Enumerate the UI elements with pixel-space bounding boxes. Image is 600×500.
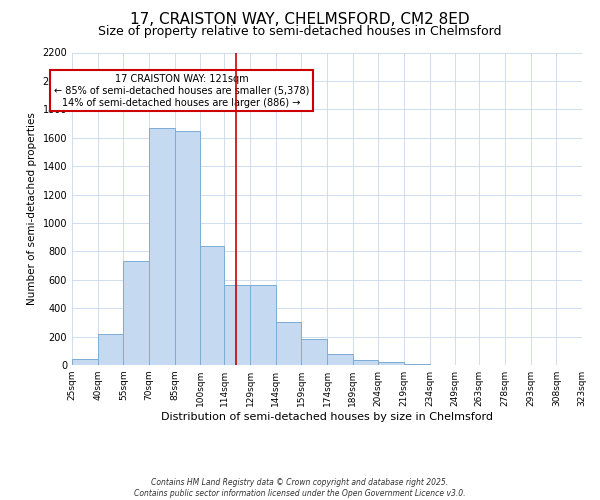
- Bar: [404, 364, 430, 365]
- Text: 17 CRAISTON WAY: 121sqm
← 85% of semi-detached houses are smaller (5,378)
14% of: 17 CRAISTON WAY: 121sqm ← 85% of semi-de…: [54, 74, 310, 108]
- X-axis label: Distribution of semi-detached houses by size in Chelmsford: Distribution of semi-detached houses by …: [161, 412, 493, 422]
- Bar: [301, 340, 327, 365]
- Bar: [250, 286, 275, 365]
- Bar: [98, 334, 124, 365]
- Bar: [149, 128, 175, 365]
- Bar: [379, 362, 404, 365]
- Bar: [72, 360, 98, 365]
- Text: 17, CRAISTON WAY, CHELMSFORD, CM2 8ED: 17, CRAISTON WAY, CHELMSFORD, CM2 8ED: [130, 12, 470, 28]
- Bar: [224, 286, 250, 365]
- Bar: [275, 322, 301, 365]
- Text: Size of property relative to semi-detached houses in Chelmsford: Size of property relative to semi-detach…: [98, 25, 502, 38]
- Y-axis label: Number of semi-detached properties: Number of semi-detached properties: [27, 112, 37, 305]
- Bar: [353, 360, 379, 365]
- Text: Contains HM Land Registry data © Crown copyright and database right 2025.
Contai: Contains HM Land Registry data © Crown c…: [134, 478, 466, 498]
- Bar: [175, 130, 200, 365]
- Bar: [200, 246, 224, 365]
- Bar: [327, 354, 353, 365]
- Bar: [124, 262, 149, 365]
